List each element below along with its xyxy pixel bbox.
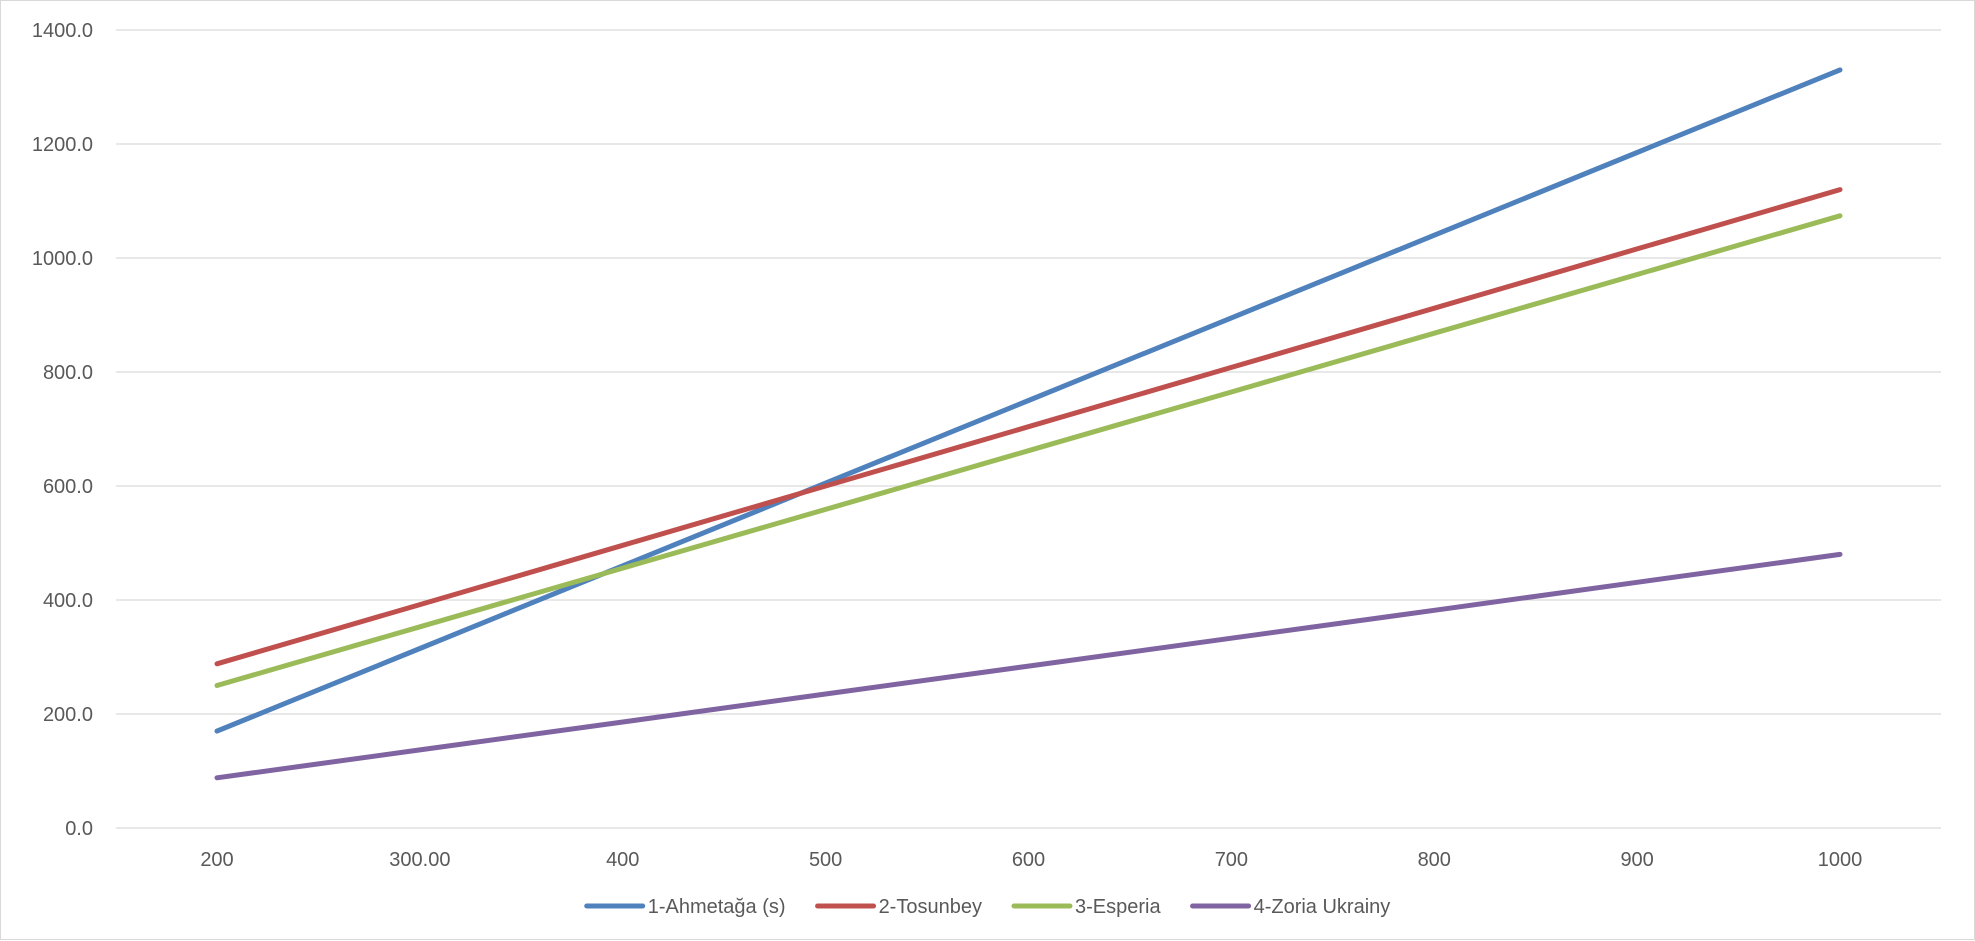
y-tick-label: 0.0 [65, 818, 93, 840]
series-line-4-zoria-ukrainy [214, 551, 1843, 781]
x-tick-label: 900 [1620, 849, 1653, 871]
y-tick-label: 800.0 [43, 362, 93, 384]
x-tick-label: 400 [606, 849, 639, 871]
series-lines [214, 67, 1843, 781]
series-line-1-ahmeta-a-s [214, 67, 1843, 734]
y-tick-label: 1200.0 [32, 134, 93, 156]
y-tick-label: 600.0 [43, 476, 93, 498]
y-tick-label: 1400.0 [32, 20, 93, 42]
y-axis-tick-labels: 0.0 200.0 400.0 600.0 800.0 1000.0 1200.0 1400.… [32, 20, 93, 840]
x-tick-label: 1000 [1818, 849, 1863, 871]
y-tick-label: 1000.0 [32, 248, 93, 270]
legend: 1-Ahmetağa (s) 2-Tosunbey 3-Esperia 4-Zoria… [584, 896, 1391, 918]
x-axis-tick-labels: 200 300.00 400 500 600 700 800 900 1000 [200, 849, 1862, 871]
x-tick-label: 500 [809, 849, 842, 871]
series-line-2-tosunbey [214, 187, 1843, 667]
x-tick-label: 200 [200, 849, 233, 871]
legend-label: 3-Esperia [1075, 896, 1161, 918]
y-tick-label: 200.0 [43, 704, 93, 726]
x-tick-label: 800 [1418, 849, 1451, 871]
series-line-3-esperia [214, 213, 1843, 688]
y-tick-label: 400.0 [43, 590, 93, 612]
x-tick-label: 700 [1215, 849, 1248, 871]
legend-label: 2-Tosunbey [879, 896, 982, 918]
gridlines [116, 29, 1941, 829]
x-tick-label: 300.00 [389, 849, 450, 871]
x-tick-label: 600 [1012, 849, 1045, 871]
legend-label: 4-Zoria Ukrainy [1254, 896, 1391, 918]
legend-label: 1-Ahmetağa (s) [648, 896, 786, 918]
